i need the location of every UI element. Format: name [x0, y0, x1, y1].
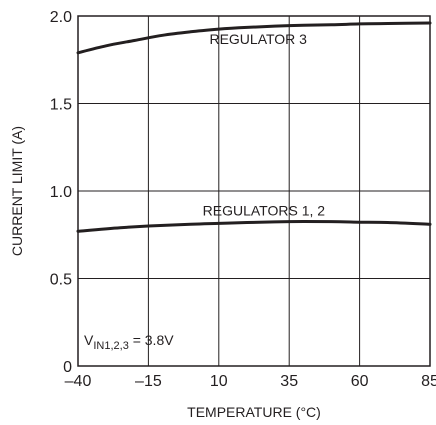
x-tick-label: 10: [210, 373, 228, 390]
regulators-1-2-label: REGULATORS 1, 2: [203, 203, 326, 219]
y-tick-label: 1.5: [50, 97, 72, 114]
y-tick-label: 2.0: [50, 9, 72, 26]
regulators-1-2-curve: [76, 220, 432, 233]
regulator-3-curve: [76, 21, 432, 55]
x-tick-label: 85: [421, 373, 436, 390]
vin-value: = 3.8V: [129, 332, 174, 348]
y-tick-label: 0.5: [50, 272, 72, 289]
y-tick-label: 0: [63, 359, 72, 376]
x-axis-label: TEMPERATURE (°C): [187, 404, 321, 420]
x-tick-label: 60: [351, 373, 369, 390]
x-tick-label: –40: [65, 373, 92, 390]
plot-frame: [77, 15, 431, 367]
vin-symbol: V: [84, 332, 94, 348]
y-tick-label: 1.0: [50, 184, 72, 201]
x-tick-labels: –40 –15 10 35 60 85: [65, 373, 436, 390]
x-tick-label: 35: [280, 373, 298, 390]
grid-lines: [78, 16, 430, 366]
vin-condition-label: VIN1,2,3 = 3.8V: [84, 332, 174, 352]
y-tick-labels: 0 0.5 1.0 1.5 2.0: [50, 9, 72, 376]
x-tick-label: –15: [135, 373, 162, 390]
y-axis-label: CURRENT LIMIT (A): [9, 126, 25, 256]
vin-subscript: IN1,2,3: [93, 340, 128, 352]
series-layer: [76, 21, 432, 233]
regulator-3-label: REGULATOR 3: [209, 31, 307, 47]
